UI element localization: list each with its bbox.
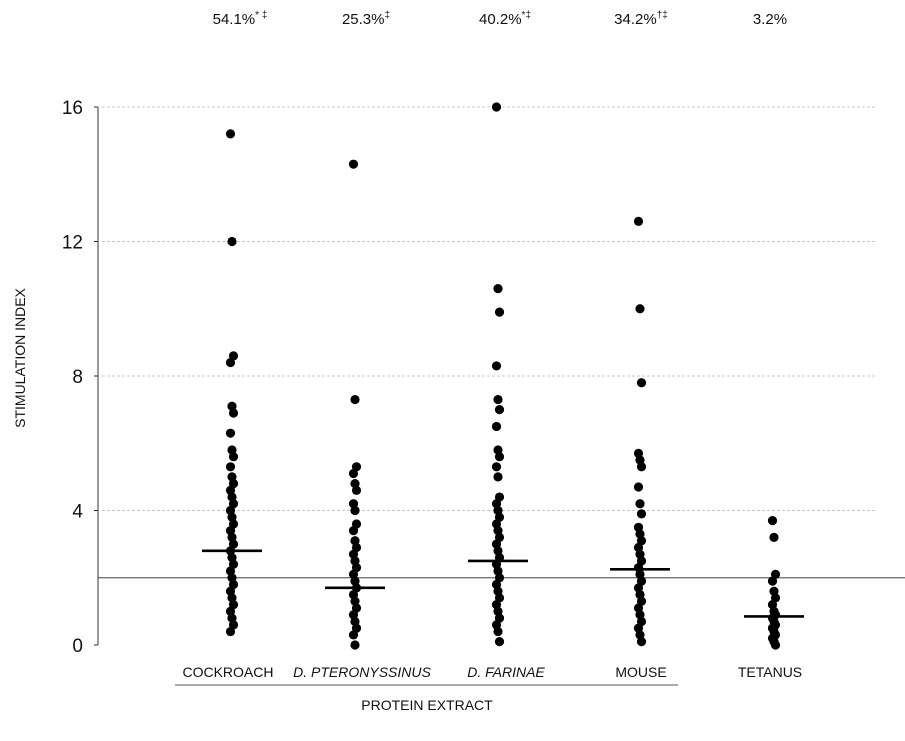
- data-point: [494, 307, 505, 317]
- category-label-4: TETANUS: [738, 664, 802, 680]
- percent-value: 40.2%: [479, 11, 522, 28]
- data-point: [225, 626, 236, 637]
- category-label-3: MOUSE: [615, 664, 666, 680]
- data-point: [494, 452, 505, 462]
- data-point: [494, 637, 505, 647]
- data-point: [636, 462, 647, 472]
- data-points: [225, 102, 781, 650]
- y-tick-label-4: 4: [72, 502, 83, 523]
- data-point: [767, 515, 778, 526]
- percent-value: 34.2%: [614, 11, 657, 28]
- percent-significance-mark: * ‡: [255, 10, 267, 21]
- data-point: [225, 462, 236, 472]
- y-axis-title: STIMULATION INDEX: [12, 287, 28, 427]
- data-point: [770, 640, 781, 650]
- category-labels: COCKROACH D. PTERONYSSINUS D. FARINAE MOUSE…: [182, 664, 802, 680]
- data-point: [350, 394, 360, 405]
- grid-lines: [102, 106, 875, 511]
- mean-bars: [202, 549, 804, 618]
- data-point: [767, 576, 778, 586]
- data-point: [225, 129, 236, 139]
- percent-significance-mark: *‡: [522, 10, 531, 21]
- y-tick-label-16: 16: [62, 98, 83, 119]
- percent-label-1: 25.3%‡: [342, 10, 390, 28]
- data-point: [228, 452, 239, 462]
- data-point: [635, 499, 645, 509]
- data-point: [633, 216, 644, 226]
- percent-labels: 54.1%* ‡ 25.3%‡ 40.2%*‡ 34.2%†‡ 3.2%: [213, 10, 787, 28]
- y-axis: [94, 106, 99, 646]
- data-point: [225, 428, 236, 438]
- percent-label-3: 34.2%†‡: [614, 10, 668, 28]
- data-point: [227, 236, 237, 247]
- data-point: [633, 482, 644, 492]
- data-point: [491, 462, 502, 472]
- data-point: [493, 283, 503, 294]
- data-point: [348, 468, 359, 479]
- data-point: [769, 532, 779, 543]
- x-axis-title: PROTEIN EXTRACT: [361, 697, 493, 713]
- percent-significance-mark: †‡: [657, 10, 668, 21]
- y-tick-label-0: 0: [72, 636, 83, 657]
- data-point: [350, 505, 360, 516]
- data-point: [636, 637, 647, 647]
- data-point: [494, 405, 505, 415]
- data-point: [491, 421, 502, 432]
- data-point: [348, 630, 359, 640]
- percent-value: 54.1%: [213, 11, 256, 28]
- data-point: [493, 626, 503, 637]
- data-point: [491, 361, 502, 371]
- y-tick-label-12: 12: [62, 233, 83, 254]
- category-label-2: D. FARINAE: [467, 664, 545, 680]
- category-label-0: COCKROACH: [182, 664, 273, 680]
- data-point: [491, 102, 502, 112]
- y-tick-label-8: 8: [72, 367, 83, 388]
- percent-label-2: 40.2%*‡: [479, 10, 531, 28]
- data-point: [636, 378, 647, 388]
- y-tick-labels: 0 4 8 12 16: [62, 98, 84, 657]
- percent-value: 3.2%: [753, 11, 787, 28]
- data-point: [635, 304, 645, 314]
- percent-label-4: 3.2%: [753, 11, 787, 28]
- data-point: [493, 472, 503, 482]
- data-point: [348, 526, 359, 536]
- data-point: [351, 485, 362, 495]
- category-label-1: D. PTERONYSSINUS: [293, 664, 431, 680]
- data-point: [225, 357, 236, 368]
- data-point: [350, 640, 360, 650]
- data-point: [636, 509, 647, 519]
- data-point: [228, 408, 239, 418]
- percent-label-0: 54.1%* ‡: [213, 10, 268, 28]
- data-point: [493, 394, 503, 405]
- data-point: [348, 159, 359, 169]
- percent-value: 25.3%: [342, 11, 385, 28]
- percent-significance-mark: ‡: [384, 10, 390, 21]
